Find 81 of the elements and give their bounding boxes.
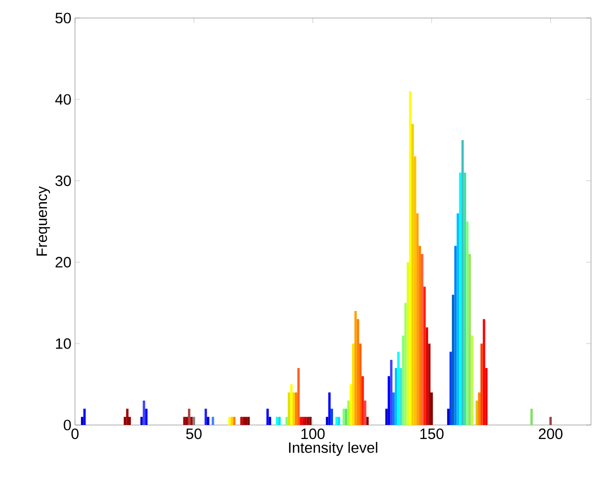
bar xyxy=(212,416,214,425)
x-tick-label: 150 xyxy=(420,428,444,440)
bar xyxy=(411,124,414,425)
bar xyxy=(466,221,469,425)
y-axis-title: Frequency xyxy=(36,186,50,256)
bar xyxy=(459,172,462,425)
bar xyxy=(406,262,410,425)
bar xyxy=(292,392,295,425)
bar xyxy=(428,344,430,425)
y-tick-label: 10 xyxy=(56,338,71,349)
bar xyxy=(470,335,474,425)
x-tick-label: 200 xyxy=(538,428,562,440)
bar xyxy=(420,254,424,425)
bar xyxy=(549,416,552,425)
bar xyxy=(290,384,293,425)
bar xyxy=(397,352,400,425)
bar xyxy=(266,408,269,425)
bar xyxy=(452,294,454,425)
bar xyxy=(335,416,338,425)
y-tick-label: 50 xyxy=(55,12,71,24)
bar xyxy=(192,416,196,425)
bar xyxy=(247,416,250,425)
bar xyxy=(300,416,302,425)
bar xyxy=(418,246,421,425)
y-tick-label: 0 xyxy=(64,420,71,430)
bar xyxy=(126,408,129,425)
x-tick-label: 50 xyxy=(186,428,202,440)
bar xyxy=(352,344,354,425)
bar xyxy=(140,416,143,425)
x-tick-label: 100 xyxy=(301,428,325,440)
bar xyxy=(228,416,231,425)
bar xyxy=(456,213,460,425)
bar xyxy=(350,384,352,425)
bar xyxy=(128,416,131,425)
x-axis-title: Intensity level xyxy=(289,442,378,456)
bar xyxy=(186,416,188,425)
bar xyxy=(183,416,186,425)
y-tick-label: 30 xyxy=(55,176,71,186)
bar xyxy=(430,392,433,425)
bar xyxy=(447,408,450,425)
bar xyxy=(242,416,246,425)
bar xyxy=(188,408,190,425)
bar xyxy=(328,392,331,425)
bar xyxy=(416,213,419,425)
bar xyxy=(392,392,395,425)
bar xyxy=(476,400,478,425)
bar xyxy=(426,327,428,425)
bar xyxy=(206,416,210,425)
bar xyxy=(304,416,307,425)
bar xyxy=(294,392,298,425)
x-tick-label: 0 xyxy=(71,428,79,440)
bar xyxy=(362,376,364,425)
bar xyxy=(330,408,334,425)
bar xyxy=(80,416,84,425)
bar xyxy=(364,400,366,425)
bar xyxy=(233,416,236,425)
bar xyxy=(276,416,278,425)
bar xyxy=(344,408,348,425)
bar xyxy=(245,416,248,425)
y-tick-label: 20 xyxy=(56,256,71,268)
bar xyxy=(461,140,464,425)
bar xyxy=(309,416,312,425)
bar xyxy=(302,416,304,425)
bar xyxy=(468,254,471,425)
bar xyxy=(145,408,148,425)
bar xyxy=(478,392,480,425)
bar xyxy=(342,408,345,425)
y-tick-label: 40 xyxy=(55,94,71,105)
bar xyxy=(485,368,488,425)
bar xyxy=(388,376,390,425)
bar xyxy=(354,311,357,425)
bar xyxy=(285,416,288,425)
bar xyxy=(204,408,207,425)
bar xyxy=(450,352,452,425)
bar xyxy=(390,360,392,425)
bar xyxy=(400,368,402,425)
bar xyxy=(409,91,412,425)
bar xyxy=(359,344,362,425)
bar xyxy=(402,335,404,425)
bar xyxy=(124,416,126,425)
bar xyxy=(480,344,483,425)
